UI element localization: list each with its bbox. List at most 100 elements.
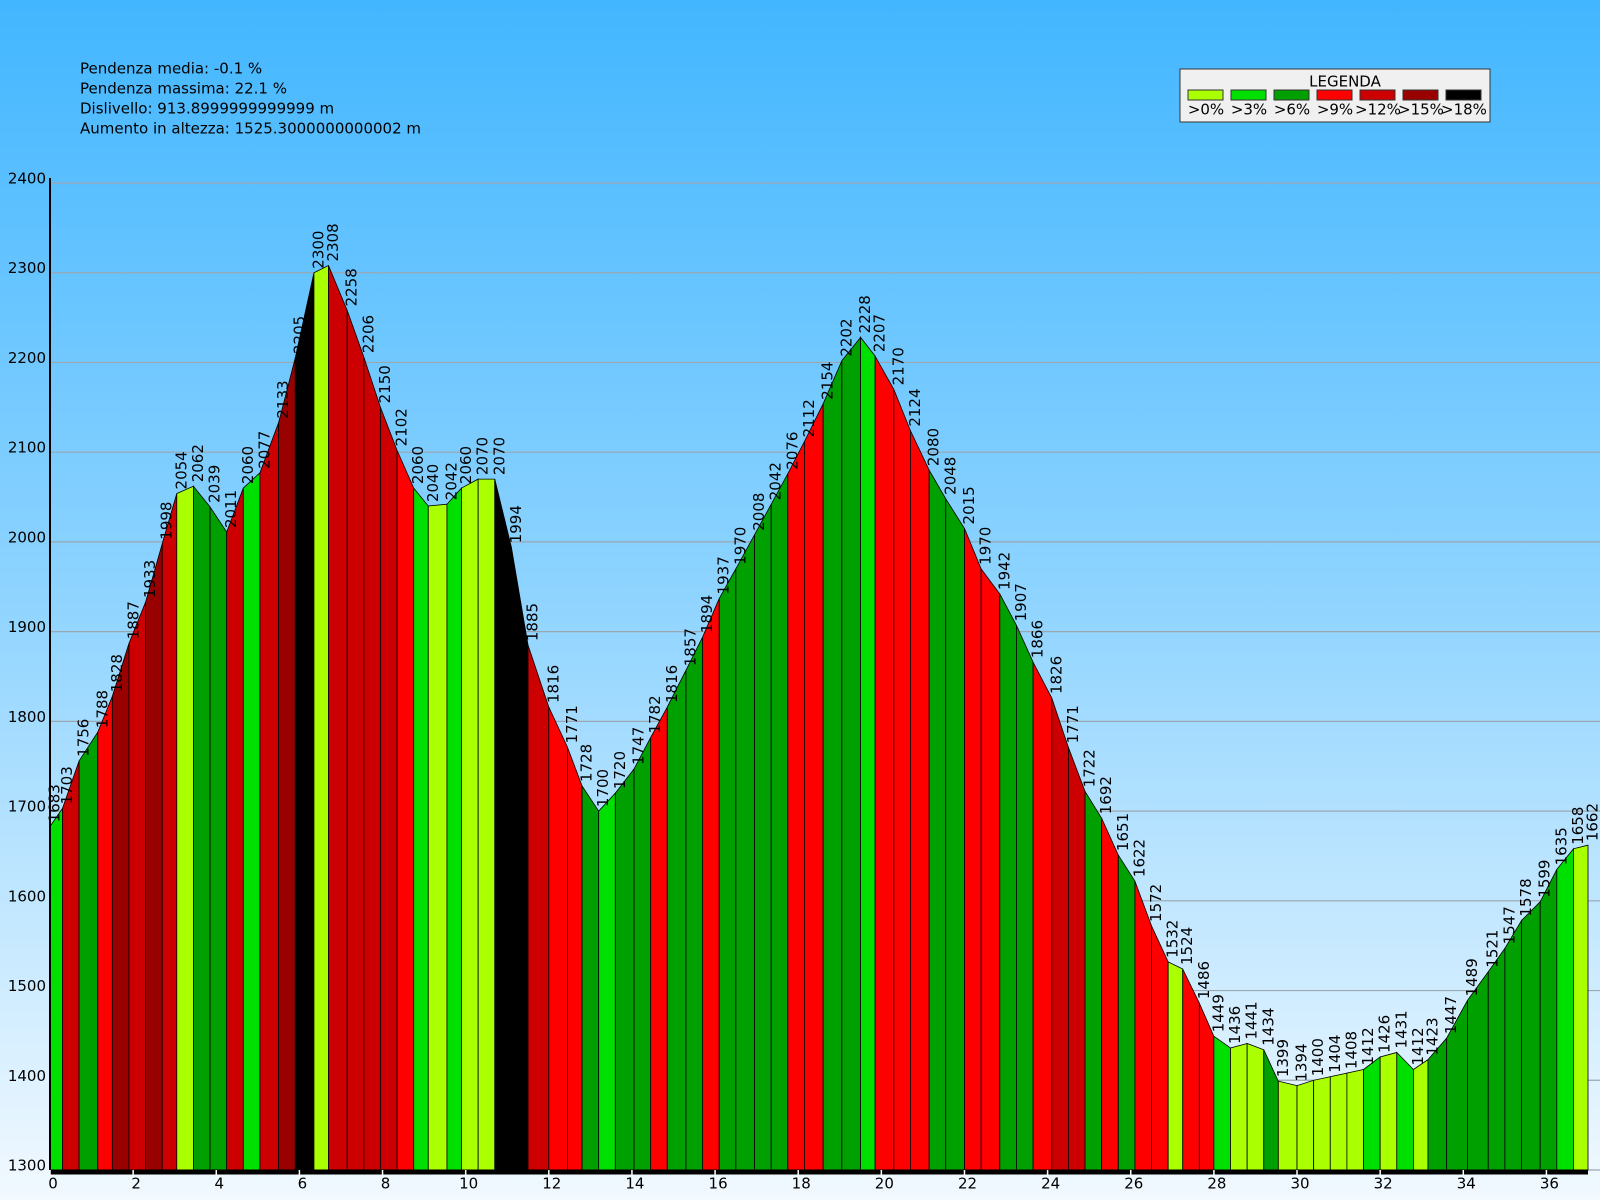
y-tick-label: 1400	[8, 1067, 46, 1085]
point-label: 1412	[1409, 1027, 1427, 1065]
y-tick-label: 2200	[8, 349, 46, 367]
point-label: 2062	[189, 444, 207, 482]
point-label: 2060	[409, 446, 427, 484]
point-label: 1572	[1147, 884, 1165, 922]
legend-label: >6%	[1274, 101, 1310, 119]
point-label: 2154	[819, 362, 837, 400]
profile-segment	[770, 473, 789, 1171]
point-label: 2207	[871, 314, 889, 352]
profile-segment	[242, 471, 261, 1171]
profile-segment	[461, 478, 479, 1171]
point-label: 1816	[544, 665, 562, 703]
profile-segment	[161, 493, 178, 1171]
point-label: 1885	[524, 603, 542, 641]
profile-segment	[787, 441, 805, 1171]
profile-segment	[209, 505, 228, 1171]
point-label: 2228	[856, 295, 874, 333]
point-label: 1722	[1081, 749, 1099, 787]
point-label: 1426	[1376, 1015, 1394, 1053]
legend-title: LEGENDA	[1309, 73, 1381, 91]
x-tick-label: 36	[1540, 1175, 1559, 1193]
profile-segment	[176, 485, 194, 1171]
profile-segment	[860, 336, 876, 1171]
point-label: 1449	[1209, 994, 1227, 1032]
profile-segment	[1556, 847, 1574, 1171]
legend: LEGENDA >0% >3% >6% >9% >12%>15%>18%	[1179, 68, 1491, 123]
point-label: 1887	[124, 601, 142, 639]
profile-segment	[1213, 1035, 1231, 1171]
point-label: 1651	[1114, 813, 1132, 851]
point-label: 2112	[800, 399, 818, 437]
point-label: 2076	[783, 432, 801, 470]
point-label: 1994	[507, 505, 525, 543]
point-label: 1532	[1164, 920, 1182, 958]
point-label: 1524	[1178, 927, 1196, 965]
point-label: 1970	[731, 527, 749, 565]
point-label: 2015	[960, 486, 978, 524]
profile-segment	[1230, 1042, 1248, 1171]
profile-segment	[1016, 625, 1034, 1171]
point-label: 1423	[1423, 1017, 1441, 1055]
point-label: 2170	[889, 347, 907, 385]
profile-segment	[1573, 844, 1589, 1171]
point-label: 1578	[1517, 878, 1535, 916]
point-label: 1788	[93, 690, 111, 728]
point-label: 2042	[442, 462, 460, 500]
profile-segment	[650, 706, 668, 1171]
legend-swatch	[1230, 89, 1267, 101]
point-label: 1408	[1342, 1031, 1360, 1069]
point-label: 1521	[1484, 930, 1502, 968]
point-label: 1866	[1029, 620, 1047, 658]
stats: Pendenza media: -0.1 % Pendenza massima: …	[80, 60, 421, 138]
profile-segment	[874, 354, 895, 1171]
profile-segment	[581, 784, 600, 1171]
point-label: 1436	[1226, 1006, 1244, 1044]
x-tick-label: 18	[792, 1175, 811, 1193]
point-label: 2060	[239, 446, 257, 484]
profile-segment	[945, 497, 965, 1171]
profile-segment	[964, 528, 982, 1171]
x-tick-label: 30	[1290, 1175, 1309, 1193]
profile-segment	[1413, 1058, 1429, 1171]
point-label: 1441	[1243, 1001, 1261, 1039]
point-label: 1434	[1259, 1008, 1277, 1046]
profile-segment	[226, 487, 244, 1171]
point-label: 1998	[158, 502, 176, 540]
profile-segment	[78, 730, 99, 1171]
point-label: 2060	[457, 446, 475, 484]
point-label: 1658	[1569, 807, 1587, 845]
legend-swatch	[1445, 89, 1482, 101]
profile-segment	[1151, 925, 1169, 1171]
point-label: 1662	[1584, 803, 1600, 841]
profile-segment	[999, 593, 1017, 1171]
profile-segment	[413, 486, 429, 1171]
profile-segment	[633, 737, 652, 1171]
profile-segment	[527, 644, 550, 1171]
profile-segment	[1427, 1037, 1448, 1171]
profile-segment	[804, 403, 824, 1171]
profile-segment	[1487, 947, 1506, 1171]
point-label: 1857	[681, 628, 699, 666]
point-label: 2070	[474, 437, 492, 475]
profile-segment	[97, 696, 113, 1171]
x-tick-label: 24	[1041, 1175, 1060, 1193]
point-label: 1486	[1195, 961, 1213, 999]
y-tick-label: 2000	[8, 528, 46, 546]
point-label: 1970	[977, 527, 995, 565]
point-label: 2054	[172, 451, 190, 489]
point-label: 1404	[1326, 1034, 1344, 1072]
y-tick-label: 1700	[8, 798, 46, 816]
point-label: 1826	[1047, 656, 1065, 694]
point-label: 2300	[309, 231, 327, 269]
point-label: 2070	[490, 437, 508, 475]
point-label: 2048	[941, 457, 959, 495]
x-tick-label: 0	[48, 1175, 58, 1193]
y-tick-label: 1800	[8, 708, 46, 726]
point-label: 1782	[646, 695, 664, 733]
profile-segment	[145, 543, 163, 1171]
profile-segment	[111, 643, 130, 1171]
profile-segment	[477, 478, 496, 1171]
point-label: 2150	[376, 365, 394, 403]
point-label: 1816	[663, 665, 681, 703]
